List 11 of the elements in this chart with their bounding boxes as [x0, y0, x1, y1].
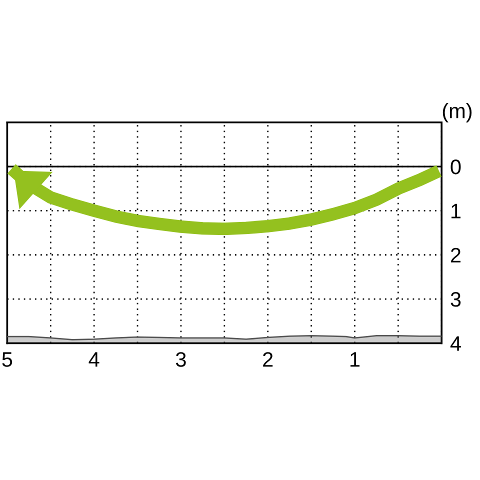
- y-tick-label: 2: [450, 248, 460, 262]
- y-tick-label: 3: [450, 292, 461, 307]
- y-tick-label: 0: [450, 160, 461, 174]
- x-tick-label: 3: [176, 352, 186, 367]
- x-tick-label: 4: [88, 352, 100, 367]
- y-tick-label: 1: [452, 204, 461, 218]
- x-tick-label: 2: [263, 352, 273, 367]
- y-tick-label: 4: [450, 336, 461, 351]
- x-tick-label: 1: [350, 352, 360, 367]
- x-tick-label: 5: [2, 352, 12, 367]
- y-axis-title: (m): [442, 102, 472, 122]
